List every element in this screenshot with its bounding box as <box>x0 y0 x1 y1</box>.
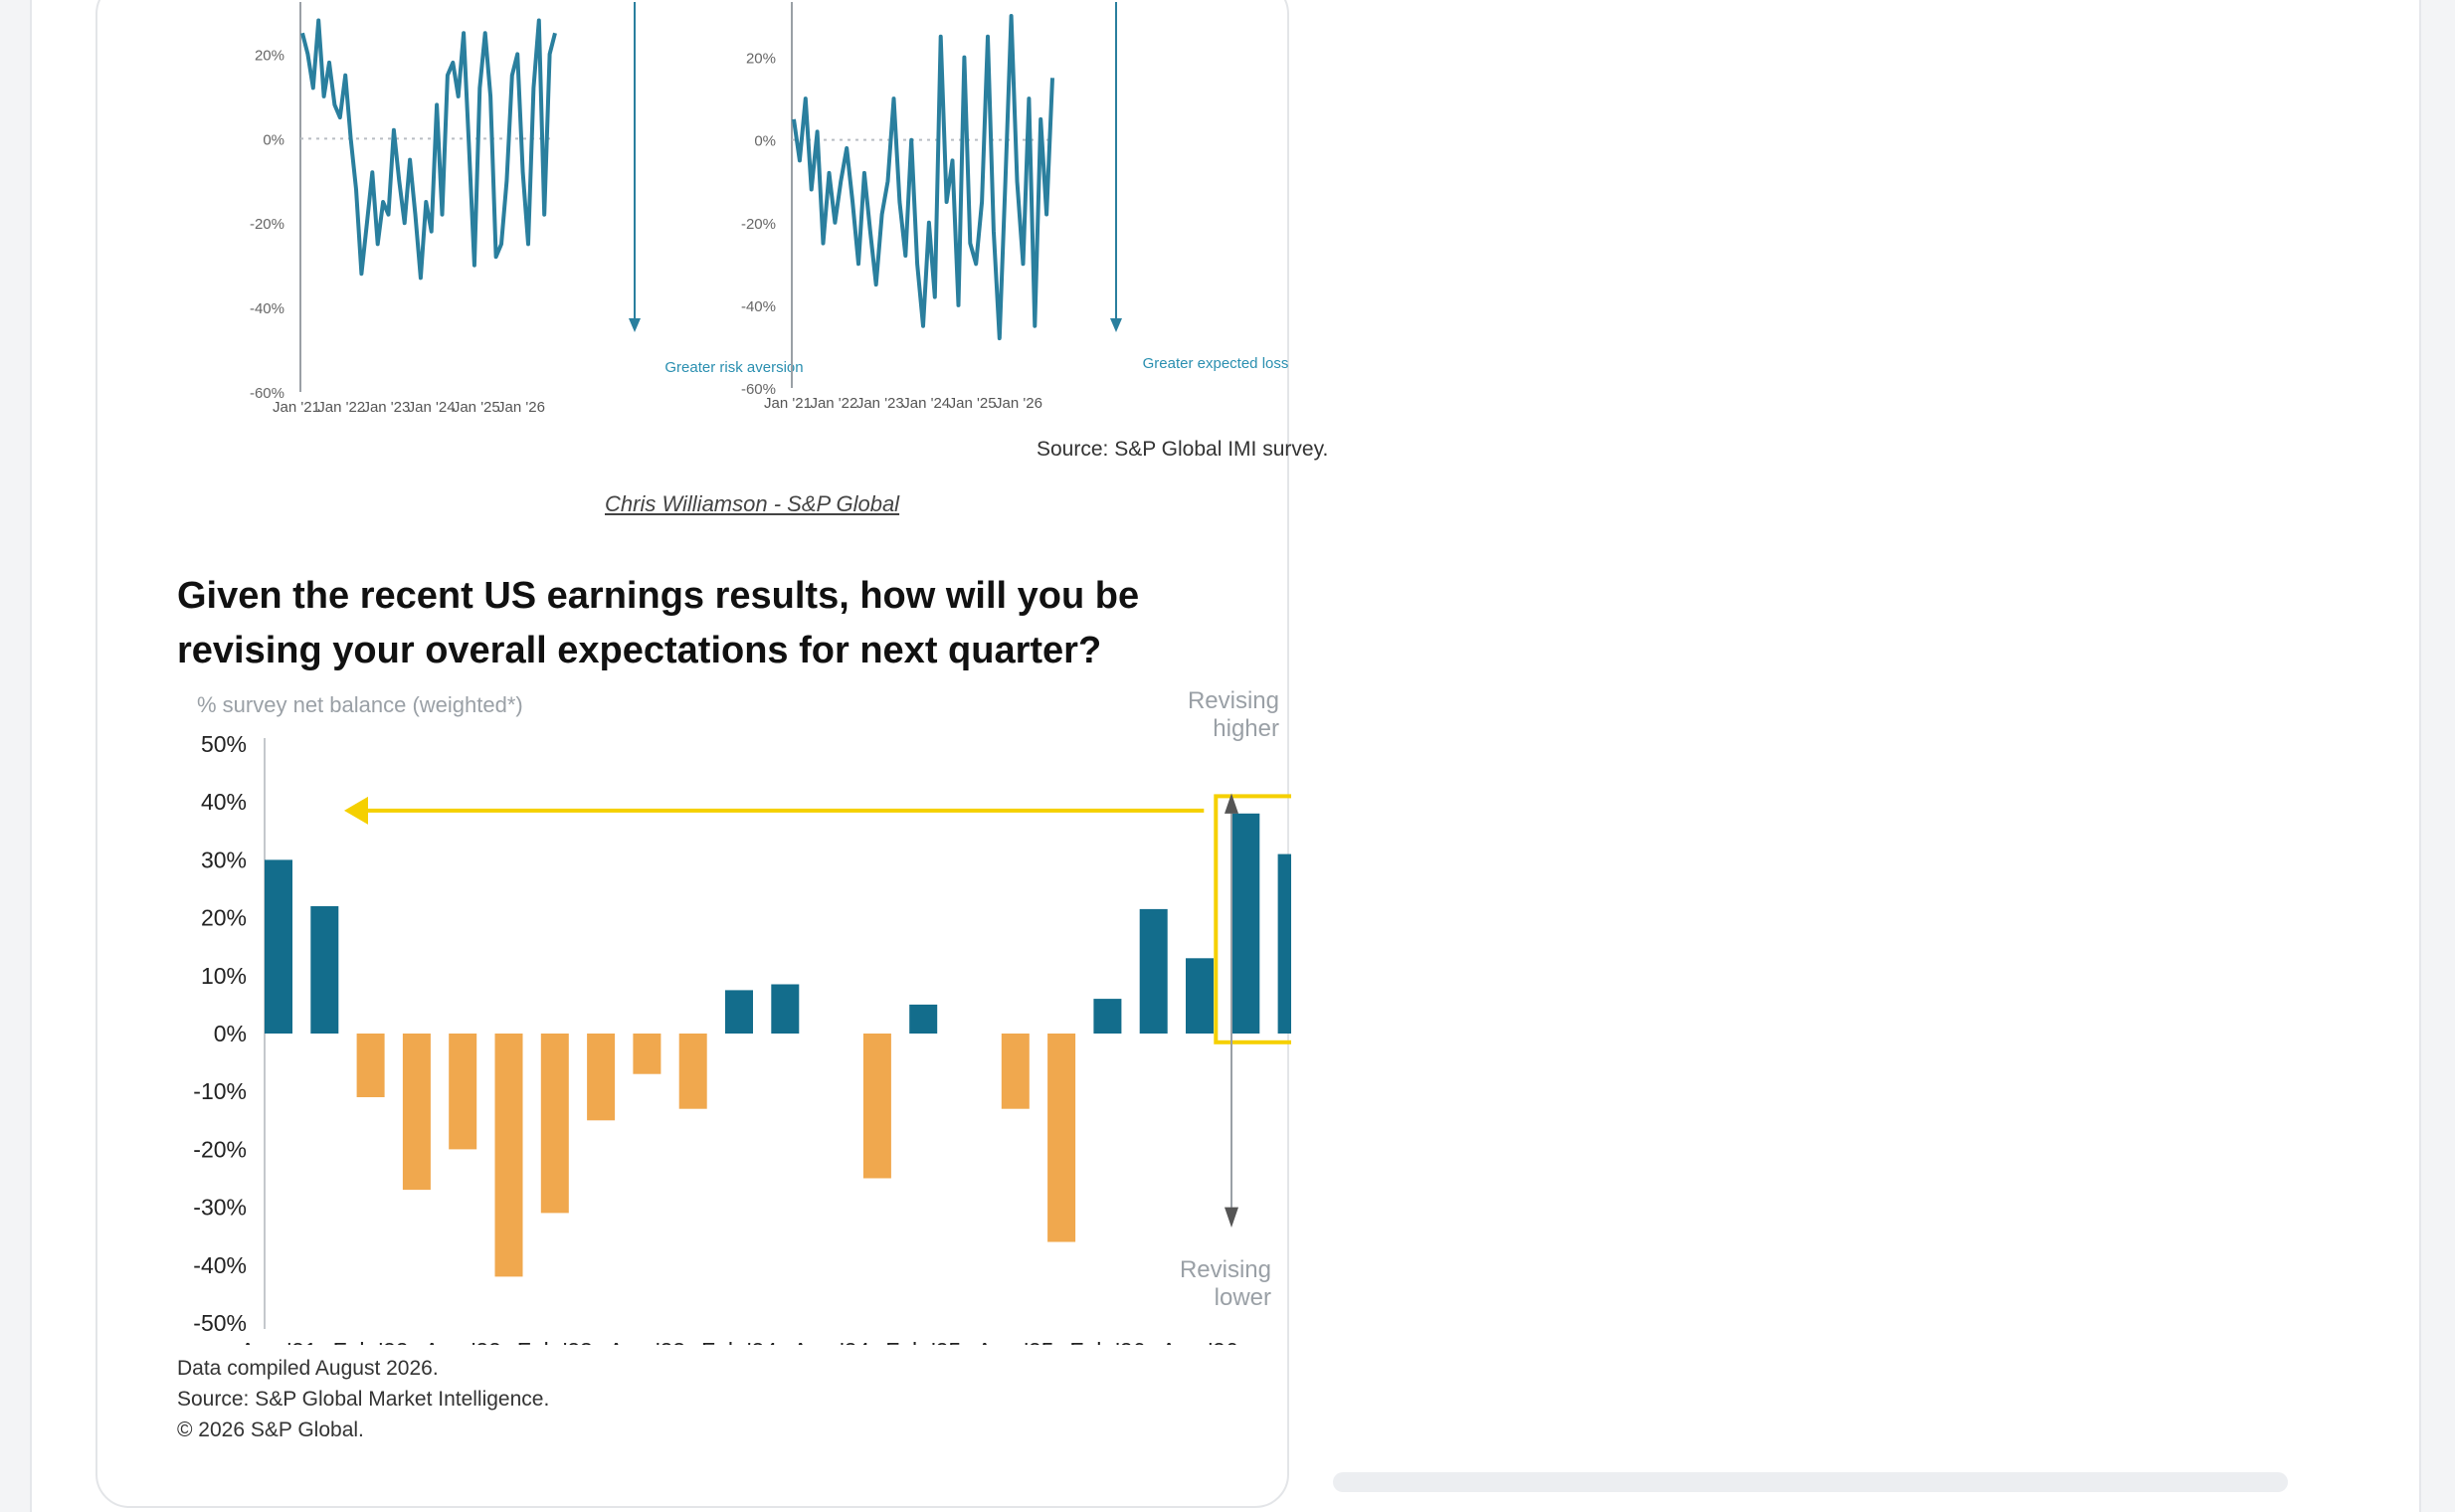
y-tick-label: -60% <box>741 381 776 398</box>
x-tick-label: Aug '21 <box>240 1338 316 1345</box>
line-series <box>300 18 557 281</box>
x-tick-label: Jan '26 <box>995 395 1042 412</box>
author-link[interactable]: Chris Williamson - S&P Global <box>605 491 900 516</box>
direction-arrow-head <box>1110 318 1122 332</box>
bar <box>1047 1034 1076 1242</box>
direction-arrow-head <box>629 318 641 332</box>
risk-annotation: Greater risk aversion <box>664 359 803 376</box>
bar <box>310 906 339 1034</box>
x-tick-label: Aug '24 <box>793 1338 869 1345</box>
bar <box>356 1034 385 1097</box>
revising-higher-label: higher <box>1213 715 1279 742</box>
y-tick-label: -40% <box>250 300 284 317</box>
earnings-expectations-bar-chart: % survey net balance (weighted*) 50% 40% 30… <box>193 688 1291 1345</box>
bar <box>771 984 800 1034</box>
bar <box>725 990 753 1034</box>
bar <box>1139 908 1168 1034</box>
footnote-compiled: Data compiled August 2026. <box>177 1357 439 1380</box>
bar <box>587 1034 616 1121</box>
bar <box>402 1034 431 1191</box>
up-arrow-head <box>1225 793 1238 814</box>
y-tick-label: -10% <box>193 1078 247 1104</box>
y-tick-label: 0% <box>754 133 776 150</box>
chart-title-line-2: revising your overall expectations for n… <box>177 630 1102 671</box>
bar <box>633 1034 661 1074</box>
x-tick-label: Jan '21 <box>764 395 812 412</box>
chart-title: Given the recent US earnings results, ho… <box>177 569 1251 678</box>
top-chart-source: Source: S&P Global IMI survey. <box>1037 438 1329 461</box>
bar <box>1186 958 1214 1034</box>
x-tick-label: Jan '22 <box>810 395 857 412</box>
bar <box>494 1034 523 1277</box>
x-tick-label: Aug '22 <box>425 1338 501 1345</box>
x-tick-label: Jan '25 <box>949 395 997 412</box>
trend-arrow-head <box>344 796 368 825</box>
x-tick-label: Jan '25 <box>453 399 500 416</box>
highlight-box <box>1214 794 1291 1044</box>
x-tick-label: Jan '26 <box>497 399 545 416</box>
blurred-placeholder <box>1333 1472 2288 1492</box>
y-tick-label: -20% <box>250 216 284 233</box>
revising-lower-label: lower <box>1215 1284 1271 1311</box>
y-tick-label: -40% <box>741 298 776 315</box>
y-tick-label: 20% <box>201 905 247 931</box>
bar <box>1001 1034 1030 1109</box>
y-tick-label: 30% <box>201 847 247 872</box>
x-tick-label: Jan '24 <box>408 399 456 416</box>
x-tick-label: Feb '24 <box>701 1338 777 1345</box>
x-tick-label: Jan '24 <box>902 395 950 412</box>
y-tick-label: 0% <box>263 131 284 148</box>
x-tick-label: Jan '21 <box>273 399 320 416</box>
bar <box>909 1004 938 1034</box>
risk-annotation: Greater expected loss <box>1143 355 1289 372</box>
bar <box>449 1034 477 1150</box>
footnote-source: Source: S&P Global Market Intelligence. <box>177 1388 550 1411</box>
x-tick-label: Feb '26 <box>1069 1338 1145 1345</box>
y-tick-label: -20% <box>741 216 776 233</box>
x-tick-label: Jan '22 <box>317 399 365 416</box>
y-tick-label: -20% <box>193 1136 247 1162</box>
y-tick-label: -50% <box>193 1310 247 1336</box>
y-tick-label: 40% <box>201 789 247 815</box>
y-tick-label: 20% <box>746 51 776 68</box>
bar <box>265 859 292 1034</box>
y-tick-label: 20% <box>255 47 284 64</box>
y-tick-label: -60% <box>250 385 284 402</box>
y-axis-label: % survey net balance (weighted*) <box>197 692 523 717</box>
x-tick-label: Feb '25 <box>885 1338 961 1345</box>
y-tick-label: 0% <box>214 1021 247 1046</box>
x-tick-label: Feb '23 <box>517 1338 593 1345</box>
x-tick-label: Feb '22 <box>333 1338 409 1345</box>
y-tick-label: 50% <box>201 731 247 757</box>
bar <box>678 1034 707 1109</box>
x-tick-label: Aug '25 <box>977 1338 1053 1345</box>
bar <box>540 1034 569 1214</box>
bar <box>1231 813 1260 1034</box>
x-tick-label: Jan '23 <box>362 399 410 416</box>
bar <box>1093 999 1122 1034</box>
revising-lower-label: Revising <box>1180 1256 1271 1283</box>
post-card: 20% 0% -20% -40% -60% Jan '21 Jan '22 Jan '23 Ja… <box>95 0 1328 1508</box>
bar <box>1277 853 1291 1034</box>
x-tick-label: Jan '23 <box>856 395 904 412</box>
footnote-copyright: © 2026 S&P Global. <box>177 1418 364 1441</box>
bar <box>862 1034 891 1179</box>
y-tick-label: -40% <box>193 1252 247 1278</box>
y-tick-label: 10% <box>201 963 247 989</box>
chart-footnotes: Data compiled August 2026. Source: S&P G… <box>177 1353 549 1445</box>
line-series <box>792 14 1054 341</box>
x-tick-label: Aug '23 <box>609 1338 685 1345</box>
down-arrow-head <box>1225 1207 1238 1228</box>
y-tick-label: -30% <box>193 1195 247 1221</box>
revising-higher-label: Revising <box>1188 688 1279 714</box>
chart-title-line-1: Given the recent US earnings results, ho… <box>177 575 1140 617</box>
x-tick-label: Aug '26 <box>1161 1338 1237 1345</box>
